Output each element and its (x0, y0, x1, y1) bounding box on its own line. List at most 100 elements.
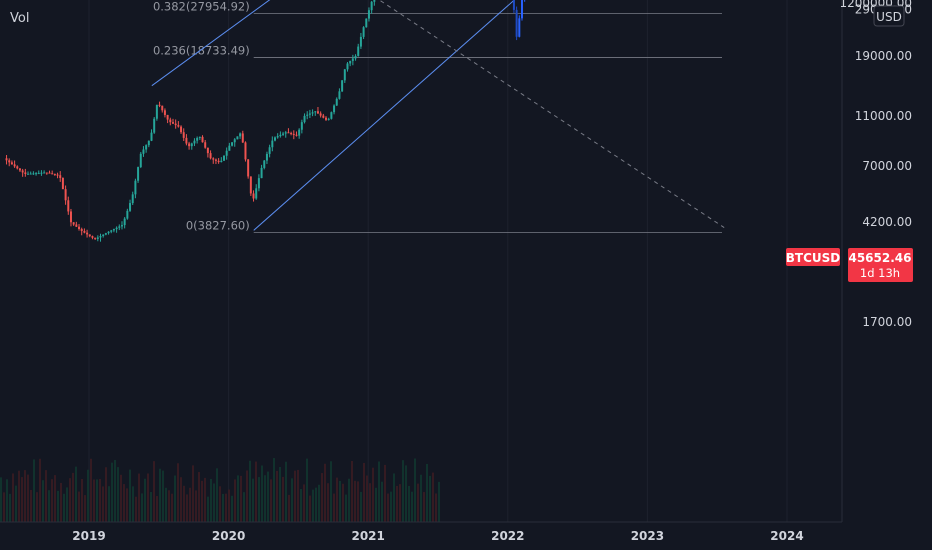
channel-lower-line[interactable] (253, 0, 738, 231)
channel-upper-line[interactable] (151, 0, 738, 87)
volume-bar (63, 493, 65, 522)
volume-bar (147, 473, 149, 522)
volume-bar (45, 470, 47, 522)
history-candle (338, 91, 341, 99)
fib-levels: 4.236(271375.60)3.618(232342.39)2.618(16… (153, 0, 722, 233)
history-candle (118, 226, 121, 228)
volume-bar (240, 475, 242, 522)
volume-bar (252, 478, 254, 522)
volume-bar (432, 472, 434, 522)
volume-bar (48, 490, 50, 522)
volume-bar (135, 496, 137, 522)
volume-bar (363, 462, 365, 522)
history-candle (268, 147, 271, 154)
history-candle (48, 172, 51, 174)
history-candle (252, 193, 255, 199)
history-candle (43, 172, 46, 174)
volume-bar (393, 473, 395, 522)
history-candle (236, 136, 239, 140)
history-candle (325, 117, 328, 120)
volume-bar (90, 458, 92, 522)
history-candle (290, 133, 293, 135)
volume-bar (420, 474, 422, 522)
volume-bar (171, 493, 173, 522)
dashed-trend-line[interactable] (254, 0, 725, 228)
volume-bar (318, 484, 320, 522)
history-candle (276, 136, 279, 138)
history-candle (16, 166, 19, 169)
history-candle (206, 147, 209, 154)
x-tick-label: 2022 (491, 529, 524, 543)
y-tick-label: 7000.00 (862, 159, 912, 173)
volume-bar (108, 486, 110, 522)
history-candle (5, 158, 8, 161)
history-candle (370, 1, 373, 11)
history-candle (298, 129, 301, 136)
history-candle (373, 0, 376, 2)
history-candle (354, 55, 357, 59)
volume-bar (228, 489, 230, 522)
volume-bar (264, 475, 266, 522)
volume-bar (57, 490, 59, 522)
volume-bar (27, 474, 29, 522)
volume-bar (78, 491, 80, 522)
volume-bar (102, 486, 104, 522)
history-candle (129, 203, 132, 211)
volume-bar (129, 469, 131, 522)
volume-bar (387, 493, 389, 522)
volume-bar (222, 493, 224, 522)
history-candle (8, 160, 11, 163)
history-candle (120, 225, 123, 227)
history-candle (190, 143, 193, 147)
history-candle (228, 145, 231, 151)
history-candle (69, 211, 72, 223)
history-candle (161, 105, 164, 111)
volume-bar (276, 470, 278, 522)
volume-bar (237, 475, 239, 522)
volume-bar (306, 458, 308, 522)
x-tick-label: 2024 (770, 529, 803, 543)
volume-bar (24, 470, 26, 522)
volume-bar (375, 487, 377, 522)
volume-bar (417, 483, 419, 522)
history-candle (99, 236, 102, 238)
volume-bar (249, 460, 251, 522)
volume-bar (207, 496, 209, 522)
y-tick-label: 11000.00 (855, 109, 912, 123)
volume-bar (87, 469, 89, 522)
history-candle (185, 137, 188, 144)
history-candle (327, 118, 330, 120)
volume-bar (357, 481, 359, 522)
history-candle (72, 222, 75, 225)
volume-bar (336, 477, 338, 522)
history-candle (27, 173, 30, 175)
history-candle (131, 194, 134, 204)
history-candle (115, 227, 118, 230)
history-candle (45, 172, 48, 174)
volume-bar (294, 470, 296, 522)
history-candle (330, 112, 333, 119)
history-candle (137, 167, 140, 181)
volume-bar (408, 485, 410, 522)
volume-bar (12, 473, 14, 522)
volume-bar (339, 480, 341, 522)
volume-bar (429, 475, 431, 522)
volume-bar (324, 463, 326, 522)
symbol-tag: BTCUSD (786, 248, 840, 266)
volume-bar (414, 458, 416, 522)
volume-bar (132, 486, 134, 522)
history-candle (112, 229, 115, 231)
currency-button[interactable] (873, 5, 905, 27)
volume-bar (39, 458, 41, 522)
volume-bar (261, 465, 263, 522)
volume-label: Vol (10, 11, 29, 26)
history-candle (204, 142, 207, 148)
volume-bar (99, 478, 101, 522)
history-candle (32, 173, 35, 175)
time-axis[interactable] (0, 522, 932, 550)
history-candle (300, 122, 303, 130)
history-candle (282, 133, 285, 135)
history-candle (96, 237, 99, 239)
volume-bar (411, 491, 413, 522)
